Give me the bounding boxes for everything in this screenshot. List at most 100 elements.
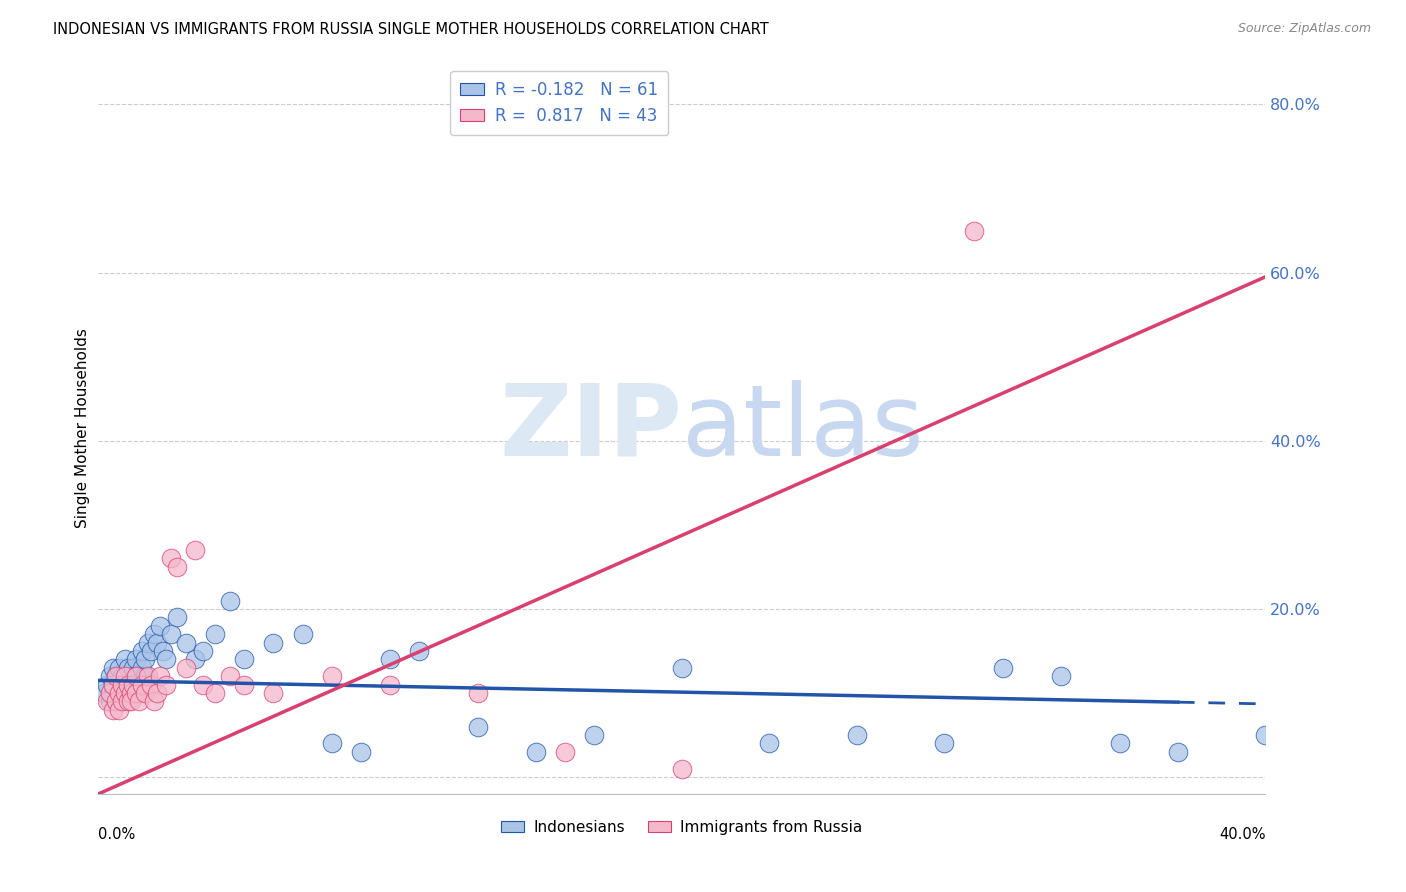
Point bbox=[233, 677, 256, 691]
Point bbox=[146, 686, 169, 700]
Point bbox=[117, 677, 139, 691]
Point bbox=[120, 669, 142, 683]
Point bbox=[134, 669, 156, 683]
Point bbox=[321, 669, 343, 683]
Point bbox=[1108, 736, 1130, 750]
Point bbox=[991, 661, 1014, 675]
Point bbox=[125, 652, 148, 666]
Point bbox=[117, 677, 139, 691]
Text: INDONESIAN VS IMMIGRANTS FROM RUSSIA SINGLE MOTHER HOUSEHOLDS CORRELATION CHART: INDONESIAN VS IMMIGRANTS FROM RUSSIA SIN… bbox=[53, 22, 769, 37]
Point bbox=[114, 669, 136, 683]
Text: Source: ZipAtlas.com: Source: ZipAtlas.com bbox=[1237, 22, 1371, 36]
Point bbox=[114, 686, 136, 700]
Point bbox=[846, 728, 869, 742]
Point bbox=[122, 661, 145, 675]
Text: ZIP: ZIP bbox=[499, 380, 682, 476]
Point bbox=[146, 635, 169, 649]
Point bbox=[380, 677, 402, 691]
Point bbox=[128, 686, 150, 700]
Point bbox=[128, 694, 150, 708]
Point bbox=[104, 694, 127, 708]
Point bbox=[104, 694, 127, 708]
Point bbox=[108, 661, 131, 675]
Point bbox=[155, 652, 177, 666]
Point bbox=[104, 669, 127, 683]
Point bbox=[671, 661, 693, 675]
Point bbox=[131, 644, 153, 658]
Point bbox=[101, 677, 124, 691]
Point bbox=[101, 686, 124, 700]
Point bbox=[524, 745, 547, 759]
Point bbox=[467, 720, 489, 734]
Point bbox=[962, 224, 984, 238]
Point bbox=[111, 669, 134, 683]
Point bbox=[350, 745, 373, 759]
Point bbox=[93, 686, 115, 700]
Point bbox=[131, 661, 153, 675]
Point bbox=[262, 686, 284, 700]
Point bbox=[136, 669, 159, 683]
Point bbox=[262, 635, 284, 649]
Point bbox=[149, 669, 172, 683]
Point bbox=[174, 635, 197, 649]
Point bbox=[120, 686, 142, 700]
Point bbox=[98, 694, 121, 708]
Point bbox=[204, 686, 226, 700]
Legend: Indonesians, Immigrants from Russia: Indonesians, Immigrants from Russia bbox=[495, 814, 869, 841]
Point bbox=[152, 644, 174, 658]
Point bbox=[96, 694, 118, 708]
Point bbox=[160, 627, 183, 641]
Point bbox=[108, 686, 131, 700]
Point bbox=[120, 694, 142, 708]
Point bbox=[111, 694, 134, 708]
Point bbox=[155, 677, 177, 691]
Point bbox=[125, 686, 148, 700]
Point bbox=[183, 543, 205, 558]
Point bbox=[174, 661, 197, 675]
Point bbox=[1167, 745, 1189, 759]
Point bbox=[125, 669, 148, 683]
Point bbox=[934, 736, 956, 750]
Point bbox=[321, 736, 343, 750]
Point bbox=[758, 736, 780, 750]
Point bbox=[122, 677, 145, 691]
Point bbox=[101, 703, 124, 717]
Point bbox=[183, 652, 205, 666]
Point bbox=[554, 745, 576, 759]
Point bbox=[104, 669, 127, 683]
Point bbox=[149, 618, 172, 632]
Point bbox=[380, 652, 402, 666]
Point bbox=[108, 686, 131, 700]
Point bbox=[166, 610, 188, 624]
Point bbox=[96, 677, 118, 691]
Point bbox=[122, 677, 145, 691]
Point bbox=[134, 652, 156, 666]
Point bbox=[120, 686, 142, 700]
Point bbox=[114, 686, 136, 700]
Point bbox=[233, 652, 256, 666]
Point bbox=[114, 652, 136, 666]
Point bbox=[101, 677, 124, 691]
Point bbox=[671, 762, 693, 776]
Point bbox=[134, 686, 156, 700]
Point bbox=[160, 551, 183, 566]
Point bbox=[408, 644, 430, 658]
Point bbox=[193, 677, 215, 691]
Point bbox=[139, 644, 162, 658]
Point bbox=[117, 694, 139, 708]
Point bbox=[583, 728, 606, 742]
Text: 0.0%: 0.0% bbox=[98, 827, 135, 842]
Point bbox=[101, 661, 124, 675]
Text: atlas: atlas bbox=[682, 380, 924, 476]
Point bbox=[142, 627, 165, 641]
Point bbox=[111, 677, 134, 691]
Point bbox=[131, 677, 153, 691]
Point bbox=[193, 644, 215, 658]
Point bbox=[125, 669, 148, 683]
Point bbox=[1050, 669, 1073, 683]
Point bbox=[291, 627, 314, 641]
Point bbox=[108, 703, 131, 717]
Text: 40.0%: 40.0% bbox=[1219, 827, 1265, 842]
Point bbox=[166, 560, 188, 574]
Point bbox=[218, 593, 240, 607]
